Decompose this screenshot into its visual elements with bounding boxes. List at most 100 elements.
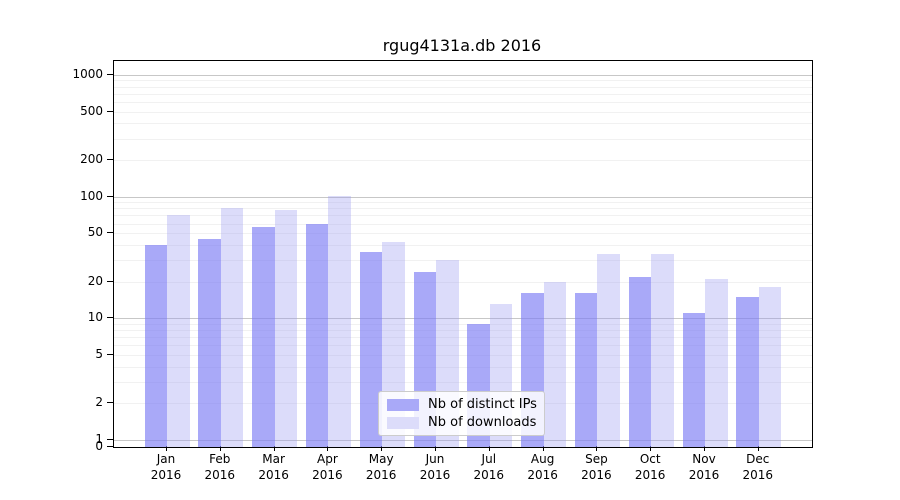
gridline-minor (114, 215, 812, 217)
gridline-minor (114, 337, 812, 339)
bar-downloads-oct (651, 253, 674, 447)
legend-item-downloads: Nb of downloads (387, 415, 536, 430)
bar-downloads-feb (220, 208, 244, 447)
gridline-minor (114, 202, 812, 204)
bar-distinct-ips-feb (198, 238, 221, 447)
y-tick-label: 50 (87, 225, 103, 240)
y-tick (107, 73, 113, 75)
x-tick-label: Jul 2016 (473, 452, 505, 482)
x-tick-label: Oct 2016 (634, 452, 666, 482)
y-tick (107, 232, 113, 234)
x-tick (273, 446, 275, 451)
y-tick (107, 446, 113, 447)
gridline-minor (114, 223, 812, 225)
gridline-minor (114, 208, 812, 210)
x-tick (704, 446, 705, 451)
y-tick (107, 353, 113, 355)
y-tick-label: 10 (87, 310, 103, 325)
bar-distinct-ips-nov (682, 313, 705, 447)
y-tick-label: 500 (80, 103, 103, 118)
bar-distinct-ips-jan (144, 245, 167, 447)
bar-downloads-apr (328, 195, 351, 447)
y-tick (107, 195, 113, 197)
y-tick-label: 1 (95, 432, 103, 446)
gridline-minor (114, 138, 812, 140)
gridline-major (114, 74, 812, 76)
x-tick-label: Aug 2016 (527, 452, 558, 482)
gridline-minor (114, 381, 812, 383)
gridline-minor (114, 86, 812, 88)
x-tick (542, 446, 544, 451)
bar-distinct-ips-sep (574, 293, 598, 447)
gridline-minor (114, 159, 812, 161)
x-tick (435, 446, 436, 451)
x-tick-label: Apr 2016 (312, 452, 343, 482)
x-tick (488, 446, 490, 451)
bar-distinct-ips-oct (628, 276, 652, 447)
gridline-minor (114, 245, 812, 247)
gridline-minor (114, 345, 812, 347)
x-tick-label: Jan 2016 (150, 452, 182, 482)
plot-area (113, 60, 813, 448)
gridline-major (114, 196, 812, 198)
gridline-minor (114, 354, 812, 356)
y-tick-label: 0 (95, 439, 103, 453)
y-tick-label: 5 (95, 346, 103, 361)
y-tick (107, 402, 113, 404)
bar-downloads-mar (274, 209, 298, 447)
gridline-minor (114, 101, 812, 103)
y-tick (107, 158, 113, 160)
y-tick (107, 439, 113, 440)
legend-item-distinct-ips: Nb of distinct IPs (387, 397, 537, 412)
gridline-minor (114, 123, 812, 125)
x-tick-label: Dec 2016 (742, 452, 774, 482)
bar-downloads-nov (705, 279, 728, 447)
x-tick (650, 446, 652, 451)
chart-title: rgug4131a.db 2016 (382, 36, 542, 55)
bar-downloads-aug (543, 281, 567, 447)
legend-label-distinct-ips: Nb of distinct IPs (428, 397, 537, 412)
x-tick (596, 446, 598, 451)
gridline-minor (114, 93, 812, 95)
x-tick-label: Feb 2016 (204, 452, 236, 482)
bar-distinct-ips-mar (252, 227, 275, 447)
x-tick (381, 446, 383, 451)
bar-downloads-sep (597, 253, 620, 447)
bar-distinct-ips-may (359, 252, 383, 447)
x-tick-label: Jun 2016 (419, 452, 451, 482)
gridline-minor (114, 260, 812, 262)
gridline-minor (114, 233, 812, 235)
bar-distinct-ips-apr (305, 223, 329, 447)
gridline-major (114, 318, 812, 320)
y-tick-label: 1000 (72, 66, 103, 81)
gridline-minor (114, 366, 812, 368)
y-tick (107, 110, 113, 112)
y-tick-label: 2 (95, 395, 103, 410)
x-tick (219, 446, 221, 451)
x-tick (757, 446, 759, 451)
gridline-minor (114, 80, 812, 82)
bar-distinct-ips-dec (736, 296, 759, 447)
gridline-minor (114, 323, 812, 325)
legend-swatch-downloads (387, 416, 419, 429)
x-tick-label: Sep 2016 (581, 452, 612, 482)
legend-label-downloads: Nb of downloads (428, 415, 537, 430)
legend: Nb of distinct IPs Nb of downloads (378, 391, 545, 436)
y-tick (107, 280, 113, 282)
x-tick (166, 446, 167, 451)
x-tick-label: May 2016 (365, 452, 397, 482)
y-tick-label: 100 (80, 188, 103, 203)
x-tick-label: Mar 2016 (258, 452, 289, 482)
x-tick (327, 446, 329, 451)
bar-downloads-dec (758, 287, 782, 447)
gridline-minor (114, 111, 812, 113)
gridline-major (114, 440, 812, 441)
y-tick-label: 200 (80, 151, 103, 166)
gridline-minor (114, 330, 812, 332)
bar-downloads-jan (167, 215, 190, 447)
y-tick (107, 317, 113, 319)
x-tick-label: Nov 2016 (688, 452, 720, 482)
gridline-minor (114, 281, 812, 283)
legend-swatch-distinct-ips (387, 398, 419, 411)
